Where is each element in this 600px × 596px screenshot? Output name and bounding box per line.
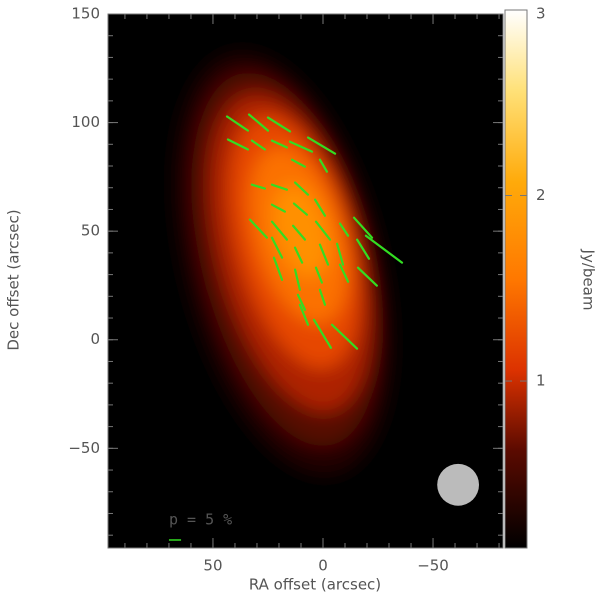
polarization-vector [335,242,345,266]
polarization-vector [291,224,307,241]
polarization-vector [356,238,371,260]
polarization-vector [330,323,359,350]
vector-layer [225,113,404,350]
y-tick-label: 0 [90,330,100,348]
axes [108,13,503,548]
x-tick-label: −50 [417,557,449,575]
polarization-vector [293,181,310,196]
colorbar-tick-label: 2 [536,186,546,204]
polarization-vector [296,293,307,311]
colorbar [504,9,528,549]
y-tick-label: 50 [81,222,100,240]
y-tick-label: −50 [68,439,100,457]
y-tick-label: 100 [71,113,100,131]
polarization-vector [270,236,284,259]
polarization-vector [288,140,314,153]
x-axis-label: RA offset (arcsec) [249,576,381,594]
polarization-vector [318,288,327,306]
polarization-vector [226,138,250,151]
polarization-vector [313,198,327,217]
scale-bar-label: p = 5 % [169,510,232,528]
polarization-vector [364,234,404,264]
colorbar-label: Jy/beam [580,249,598,311]
polarization-vector [266,116,292,133]
plot-frame [107,13,504,549]
emission-layer [173,51,393,476]
polarization-vector [270,203,287,213]
polarization-vector [318,243,330,266]
y-tick-label: 150 [71,5,100,23]
colorbar-tick-label: 1 [536,372,546,390]
polarization-vector [352,216,374,239]
polarization-vector [318,158,329,173]
polarization-vector [306,136,337,155]
emission-level [272,184,330,278]
polarization-vector [293,268,301,291]
polarization-vector [314,220,332,241]
polarization-vector [247,113,270,132]
polarization-vector [293,246,304,264]
beam [437,463,480,506]
polarization-vector [298,303,310,326]
polarization-vector [270,220,289,241]
y-axis-label: Dec offset (arcsec) [5,209,23,350]
polarization-vector [312,318,333,349]
x-tick-label: 0 [318,557,328,575]
x-tick-label: 50 [203,557,222,575]
polarization-vector [270,183,289,191]
polarization-vector [270,139,289,149]
polarization-vector [338,263,350,283]
polarization-vector [356,266,379,287]
polarization-vector [290,158,307,168]
polarization-vector [250,139,266,151]
polarization-vector [314,266,323,284]
polarization-vector [248,218,268,239]
polarization-vector [292,202,309,216]
polarization-vector [250,183,266,190]
polarization-vector [338,222,350,237]
polarization-vector [225,115,250,132]
polarization-vector [272,256,284,281]
colorbar-tick-label: 3 [536,5,546,23]
